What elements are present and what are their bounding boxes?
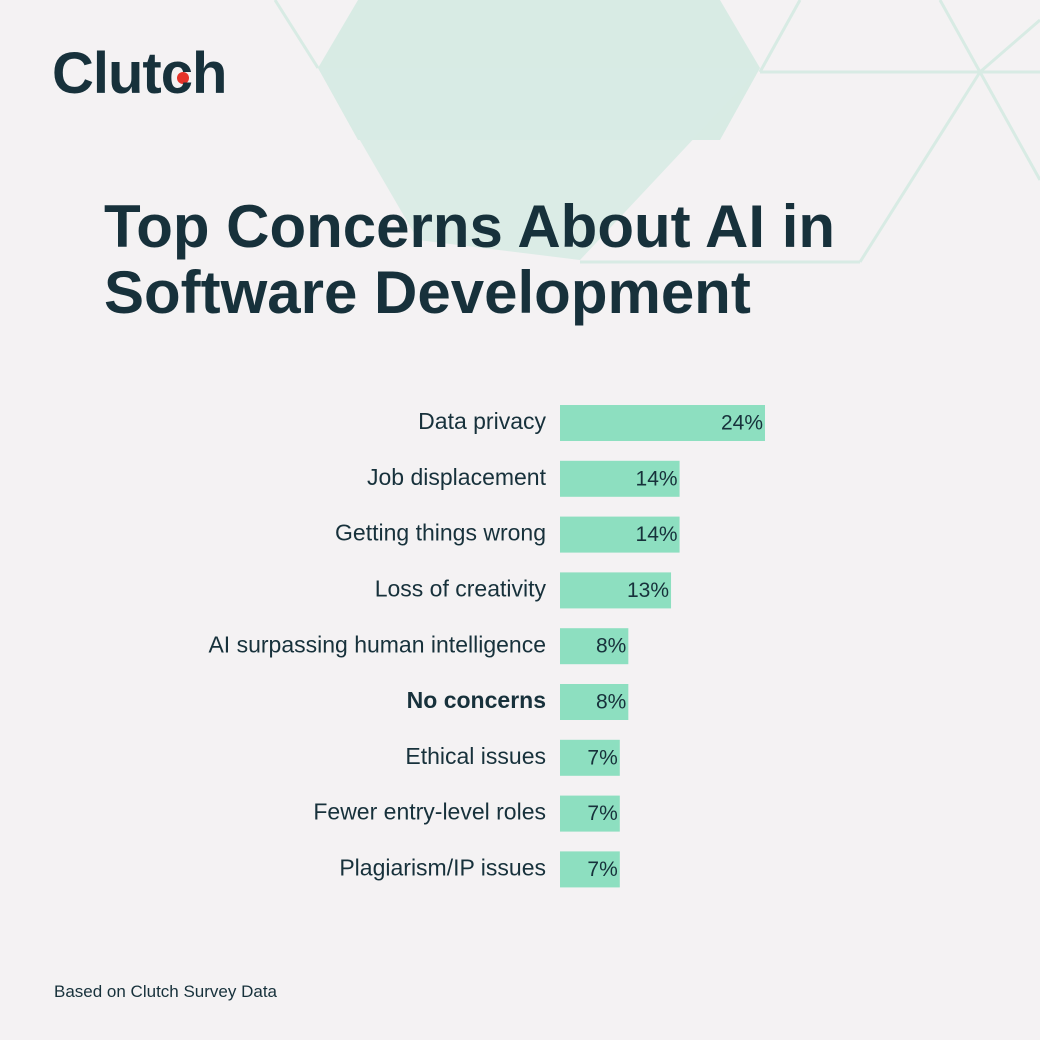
category-label: Getting things wrong bbox=[335, 520, 546, 546]
category-label: Fewer entry-level roles bbox=[313, 799, 546, 825]
bar bbox=[560, 405, 765, 441]
bar bbox=[560, 851, 620, 888]
category-label: No concerns bbox=[407, 687, 546, 713]
category-label: Data privacy bbox=[418, 408, 546, 434]
category-label: Ethical issues bbox=[405, 743, 546, 769]
value-label: 14% bbox=[636, 467, 678, 490]
chart-title: Top Concerns About AI in Software Develo… bbox=[104, 193, 836, 326]
bar bbox=[560, 628, 629, 665]
value-label: 8% bbox=[596, 635, 626, 658]
category-label: AI surpassing human intelligence bbox=[208, 631, 546, 657]
bar bbox=[560, 460, 680, 497]
category-label: Job displacement bbox=[367, 464, 547, 490]
value-label: 7% bbox=[587, 802, 617, 825]
value-label: 24% bbox=[721, 412, 763, 435]
logo-dot bbox=[177, 72, 189, 84]
bar bbox=[560, 739, 620, 776]
category-label: Loss of creativity bbox=[375, 575, 547, 601]
logo: Clutch bbox=[52, 41, 227, 106]
bar bbox=[560, 795, 620, 832]
bar bbox=[560, 572, 672, 609]
value-label: 7% bbox=[587, 746, 617, 769]
bar bbox=[560, 684, 629, 720]
source-note: Based on Clutch Survey Data bbox=[54, 982, 278, 1001]
background-shapes bbox=[273, 0, 1040, 264]
bar bbox=[560, 516, 680, 553]
value-label: 7% bbox=[587, 858, 617, 881]
value-label: 8% bbox=[596, 691, 626, 714]
value-label: 13% bbox=[627, 579, 669, 602]
value-label: 14% bbox=[636, 523, 678, 546]
category-label: Plagiarism/IP issues bbox=[339, 854, 546, 880]
